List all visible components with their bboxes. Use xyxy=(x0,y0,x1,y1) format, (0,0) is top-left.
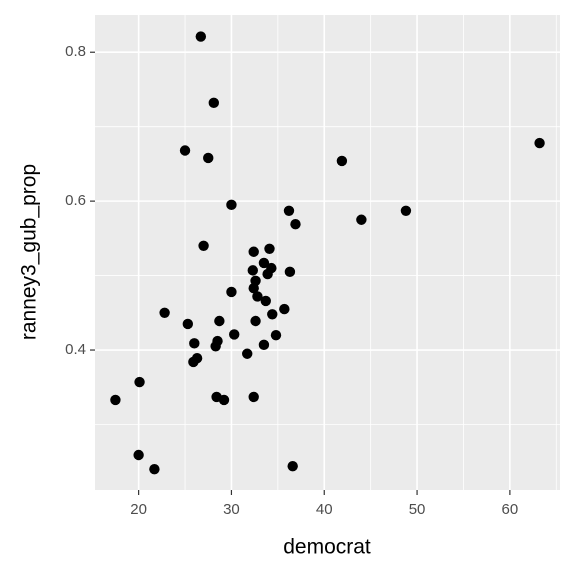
point xyxy=(270,329,282,341)
point xyxy=(242,348,253,359)
y-tick-label: 0.8 xyxy=(65,43,86,60)
point xyxy=(400,205,412,217)
point xyxy=(248,246,259,257)
point xyxy=(189,338,200,349)
point xyxy=(534,137,545,149)
x-tick-label: 30 xyxy=(223,501,240,518)
panel xyxy=(95,15,560,490)
point xyxy=(226,286,237,298)
y-tick-label: 0.4 xyxy=(65,341,86,358)
point xyxy=(279,303,290,315)
x-axis-title: democrat xyxy=(283,536,371,559)
point xyxy=(182,318,194,330)
point xyxy=(214,315,225,327)
point xyxy=(188,356,199,368)
point xyxy=(252,291,263,302)
point xyxy=(248,391,259,403)
x-tick-label: 40 xyxy=(316,501,333,518)
point xyxy=(290,219,301,230)
point xyxy=(210,341,221,352)
x-tick-label: 60 xyxy=(502,501,519,518)
point xyxy=(284,266,296,278)
point xyxy=(229,329,240,340)
point xyxy=(258,257,270,269)
x-tick-label: 50 xyxy=(409,501,426,518)
point xyxy=(133,449,144,461)
point xyxy=(247,265,258,276)
point xyxy=(283,205,295,217)
point xyxy=(198,240,209,251)
point xyxy=(110,394,121,406)
point xyxy=(287,460,298,472)
y-axis-title: ranney3_gub_prop xyxy=(18,164,41,340)
point xyxy=(208,97,220,109)
point xyxy=(226,199,237,211)
point xyxy=(264,243,275,254)
y-tick-label: 0.6 xyxy=(65,192,86,209)
point xyxy=(218,394,230,406)
point xyxy=(267,309,278,320)
point xyxy=(260,295,271,307)
grid xyxy=(95,15,560,490)
point xyxy=(134,376,145,388)
point xyxy=(159,307,170,319)
point xyxy=(248,283,259,294)
x-tick-label: 20 xyxy=(130,501,147,518)
point xyxy=(179,145,191,156)
point xyxy=(356,214,367,225)
point xyxy=(195,31,207,42)
point xyxy=(336,155,348,167)
point xyxy=(262,268,273,280)
point xyxy=(250,315,261,327)
point xyxy=(203,152,214,164)
point xyxy=(258,339,270,351)
points xyxy=(110,31,545,475)
point xyxy=(149,463,160,475)
